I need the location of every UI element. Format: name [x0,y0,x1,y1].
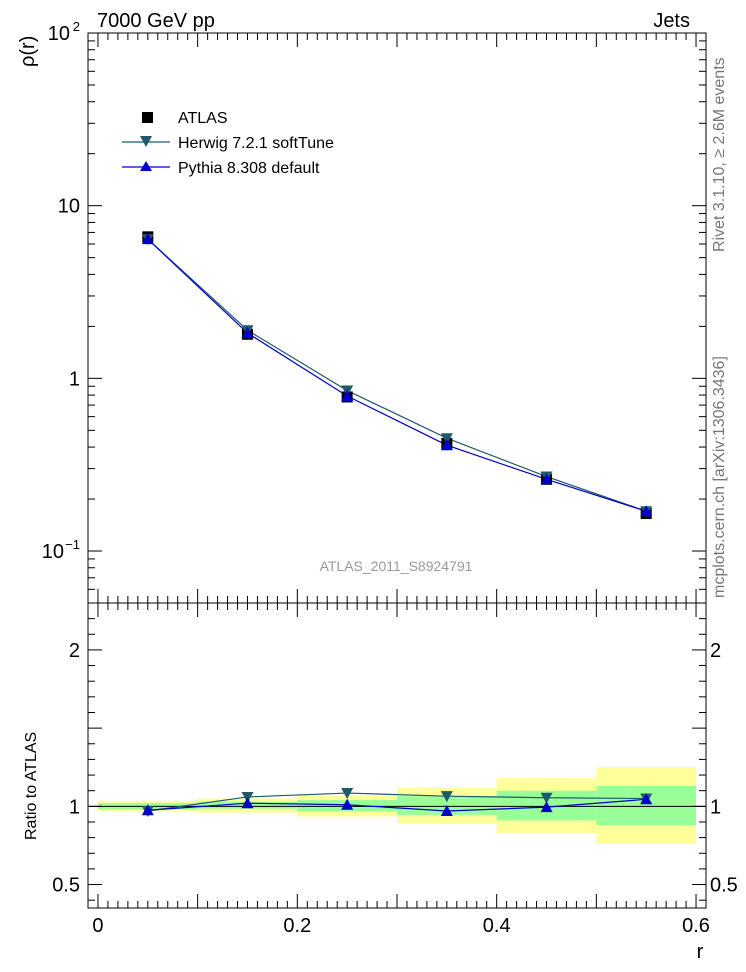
ratio-data-point-pythia [341,798,354,810]
x-axis-label: r [697,941,704,963]
main-data-point-pythia [640,505,653,517]
main-y-tick-exponent: −1 [65,537,80,552]
ratio-data-point-herwig [440,791,453,803]
ratio-data-point-pythia [440,805,453,817]
legend: ATLAS Herwig 7.2.1 softTune Pythia 8.308… [122,110,334,177]
legend-marker-pythia [140,161,152,171]
main-y-tick-exponent: 2 [73,19,80,34]
ratio-data-point-pythia [540,801,553,813]
main-data-point-pythia [141,233,154,245]
ratio-x-tick-label: 0.4 [483,915,511,937]
ratio-y-tick-label-right: 1 [710,796,721,818]
legend-marker-atlas [142,112,153,123]
main-data-point-pythia [241,327,254,339]
ratio-y-axis-label: Ratio to ATLAS [23,732,40,840]
mcplots-label: mcplots.cern.ch [arXiv:1306.3436] [711,356,728,598]
main-y-axis-label: ρ(r) [17,36,39,67]
ratio-y-tick-label-left: 1 [69,796,80,818]
main-data-point-pythia [440,439,453,451]
ratio-y-tick-label-left: 2 [69,640,80,662]
main-data-point-pythia [540,473,553,485]
ratio-y-tick-label-right: 0.5 [710,875,738,897]
ratio-x-tick-label: 0.2 [283,915,311,937]
ratio-bands [88,767,706,844]
ratio-data-point-pythia [640,793,653,805]
main-series-line-2 [147,238,647,512]
header-right-label: Jets [653,10,690,32]
main-y-tick-label: 10 [48,23,70,45]
legend-label-herwig: Herwig 7.2.1 softTune [178,135,334,152]
analysis-label: ATLAS_2011_S8924791 [320,558,473,574]
main-y-tick-label: 1 [69,368,80,390]
main-series-line-1 [147,238,647,512]
legend-label-atlas: ATLAS [178,110,228,127]
ratio-band-green [596,786,697,826]
ratio-data-point-herwig [341,788,354,800]
header-left-label: 7000 GeV pp [97,10,215,32]
ratio-y-tick-label-right: 2 [710,640,721,662]
main-y-tick-label: 10 [42,541,64,563]
main-y-tick-label: 10 [58,196,80,218]
legend-label-pythia: Pythia 8.308 default [178,160,320,177]
ratio-y-tick-label-left: 0.5 [52,875,80,897]
ratio-x-tick-label: 0 [92,915,103,937]
ratio-series-line-1 [147,798,647,812]
rivet-version-label: Rivet 3.1.10, ≥ 2.6M events [711,57,728,252]
legend-marker-herwig [140,136,152,147]
ratio-plot-frame [87,602,707,909]
ratio-data-point-herwig [540,792,553,804]
ratio-data-point-pythia [241,797,254,809]
main-data-point-pythia [341,390,354,402]
ratio-data-point-pythia [141,804,154,816]
ratio-series [141,788,653,818]
main-series [141,231,653,519]
main-data-point-herwig [440,433,453,445]
ratio-series-line-0 [147,792,647,812]
ratio-x-tick-label: 0.6 [682,915,710,937]
